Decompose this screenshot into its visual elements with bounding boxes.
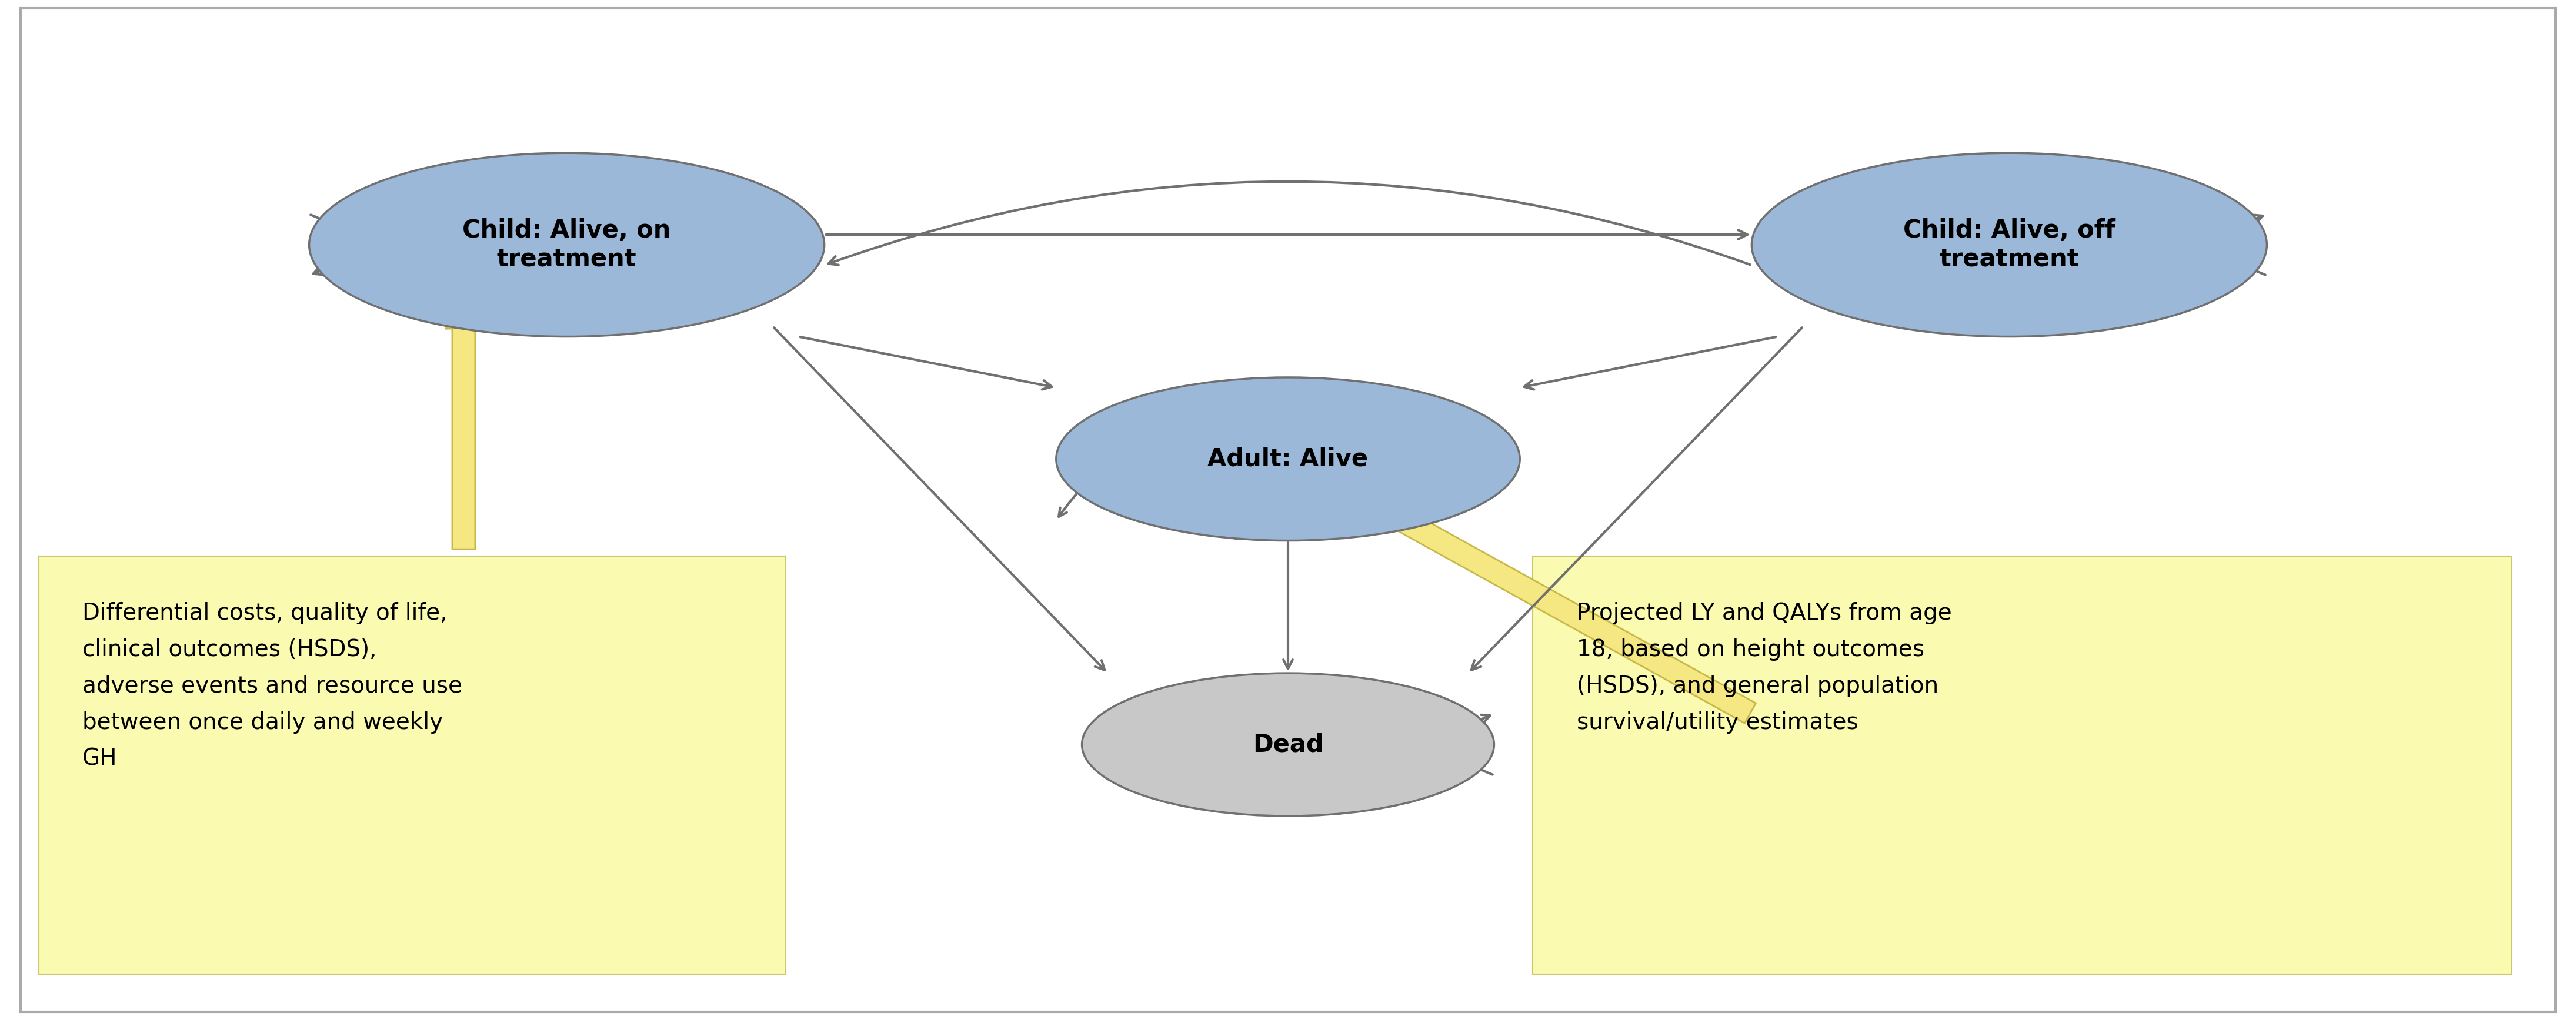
Text: Child: Alive, on
treatment: Child: Alive, on treatment [464,218,670,271]
Text: Projected LY and QALYs from age
18, based on height outcomes
(HSDS), and general: Projected LY and QALYs from age 18, base… [1577,602,1953,733]
Text: Adult: Alive: Adult: Alive [1208,447,1368,471]
Ellipse shape [1752,153,2267,337]
FancyBboxPatch shape [39,556,786,974]
Text: Child: Alive, off
treatment: Child: Alive, off treatment [1904,218,2115,271]
Ellipse shape [1082,673,1494,816]
FancyArrowPatch shape [2226,215,2264,274]
FancyArrowPatch shape [1283,543,1293,669]
Text: Differential costs, quality of life,
clinical outcomes (HSDS),
adverse events an: Differential costs, quality of life, cli… [82,602,461,770]
FancyArrowPatch shape [773,327,1105,670]
FancyArrowPatch shape [312,215,350,274]
FancyArrowPatch shape [1525,337,1775,390]
Text: Dead: Dead [1252,732,1324,757]
Ellipse shape [309,153,824,337]
FancyArrowPatch shape [1059,449,1236,540]
FancyArrowPatch shape [1471,327,1803,670]
FancyBboxPatch shape [1533,556,2512,974]
FancyArrowPatch shape [829,182,1749,265]
FancyArrowPatch shape [1453,715,1492,774]
FancyArrowPatch shape [827,231,1747,239]
FancyArrowPatch shape [801,337,1051,390]
Ellipse shape [1056,377,1520,541]
